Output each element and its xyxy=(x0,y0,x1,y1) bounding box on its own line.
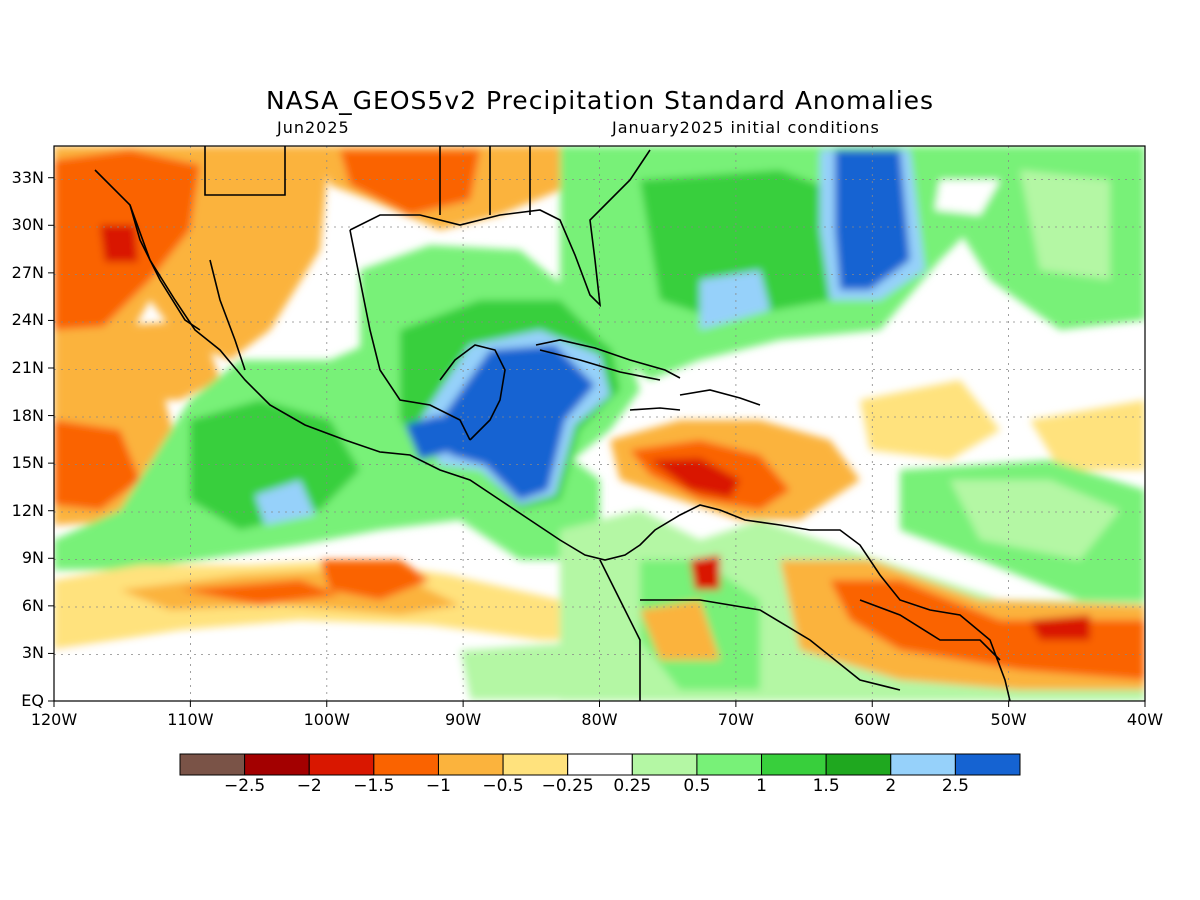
coastlines xyxy=(94,146,1011,701)
colorbar-swatch xyxy=(761,753,827,776)
colorbar-label: −0.5 xyxy=(482,776,524,796)
colorbar-label: −0.25 xyxy=(541,776,594,796)
lat-tick-label: 24N xyxy=(11,310,44,330)
colorbar-label: −1 xyxy=(425,776,451,796)
colorbar-swatch xyxy=(567,753,633,776)
lon-tick-label: 90W xyxy=(445,710,482,729)
colorbar-label: −2.5 xyxy=(223,776,266,796)
lon-tick-label: 120W xyxy=(30,710,78,729)
initial-conditions: January2025 initial conditions xyxy=(612,118,880,137)
colorbar-swatch xyxy=(373,753,439,776)
colorbar-label: 0.25 xyxy=(613,776,652,796)
colorbar-label: 1.5 xyxy=(812,776,840,796)
colorbar-swatch xyxy=(244,753,310,776)
lat-tick-label: 30N xyxy=(11,215,44,235)
lon-tick-label: 50W xyxy=(990,710,1027,729)
colorbar-label: 0.5 xyxy=(683,776,711,796)
anomaly-field xyxy=(54,146,1145,701)
colorbar-label: 2.5 xyxy=(941,776,969,796)
lat-tick-label: 18N xyxy=(11,405,44,425)
lon-tick-label: 60W xyxy=(854,710,891,729)
lon-tick-label: 70W xyxy=(717,710,754,729)
forecast-month: Jun2025 xyxy=(277,118,350,137)
lon-tick-label: 80W xyxy=(581,710,618,729)
lon-tick-label: 110W xyxy=(167,710,214,729)
colorbar-swatch xyxy=(825,753,892,776)
lon-tick-label: 40W xyxy=(1126,710,1164,729)
lat-tick-label: EQ xyxy=(21,691,44,710)
lat-tick-label: 3N xyxy=(21,643,44,663)
lat-tick-label: 15N xyxy=(11,453,44,473)
colorbar-swatch xyxy=(696,753,763,776)
colorbar-label: 1 xyxy=(756,776,767,796)
lon-tick-label: 100W xyxy=(303,710,350,729)
colorbar-swatch xyxy=(631,753,698,776)
lat-tick-label: 33N xyxy=(11,167,44,187)
lat-tick-label: 27N xyxy=(11,262,44,282)
colorbar-swatch xyxy=(437,753,504,776)
lat-tick-label: 9N xyxy=(21,548,44,568)
colorbar-swatch xyxy=(954,753,1021,776)
colorbar-label: −1.5 xyxy=(353,776,395,796)
lat-tick-label: 6N xyxy=(21,595,44,615)
colorbar-label: −2 xyxy=(296,776,322,796)
graticule xyxy=(54,146,1145,701)
colorbar xyxy=(179,753,1021,776)
colorbar-swatch xyxy=(308,753,375,776)
chart-title: NASA_GEOS5v2 Precipitation Standard Anom… xyxy=(265,86,935,115)
colorbar-swatch xyxy=(502,753,569,776)
colorbar-swatch xyxy=(890,753,956,776)
lat-tick-label: 12N xyxy=(11,500,44,520)
lat-tick-label: 21N xyxy=(11,358,44,377)
colorbar-swatch xyxy=(179,753,246,776)
colorbar-label: 2 xyxy=(885,776,897,796)
